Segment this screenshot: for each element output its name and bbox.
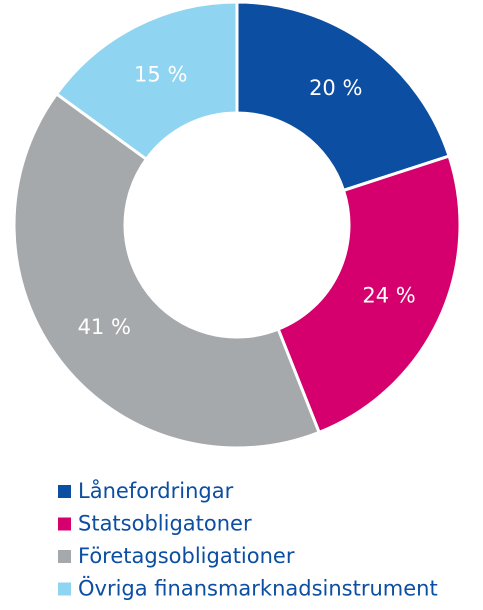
legend-label: Lånefordringar (78, 478, 234, 503)
donut-slice (235, 0, 451, 193)
donut-slice (12, 91, 322, 450)
value-label: 24 % (362, 284, 415, 308)
legend-swatch (58, 485, 71, 498)
donut-slice (276, 154, 462, 435)
legend-swatch (58, 517, 71, 531)
donut-slice (54, 0, 239, 162)
value-label: 15 % (134, 62, 187, 86)
legend-label: Statsobligatoner (78, 512, 252, 536)
legend-swatch (58, 582, 71, 596)
value-label: 20 % (309, 76, 362, 100)
legend-label: Företagsobligationer (78, 544, 295, 568)
legend-label: Övriga finansmarknadsinstrument (78, 576, 438, 601)
legend-swatch (58, 550, 71, 563)
value-label: 41 % (78, 315, 131, 339)
